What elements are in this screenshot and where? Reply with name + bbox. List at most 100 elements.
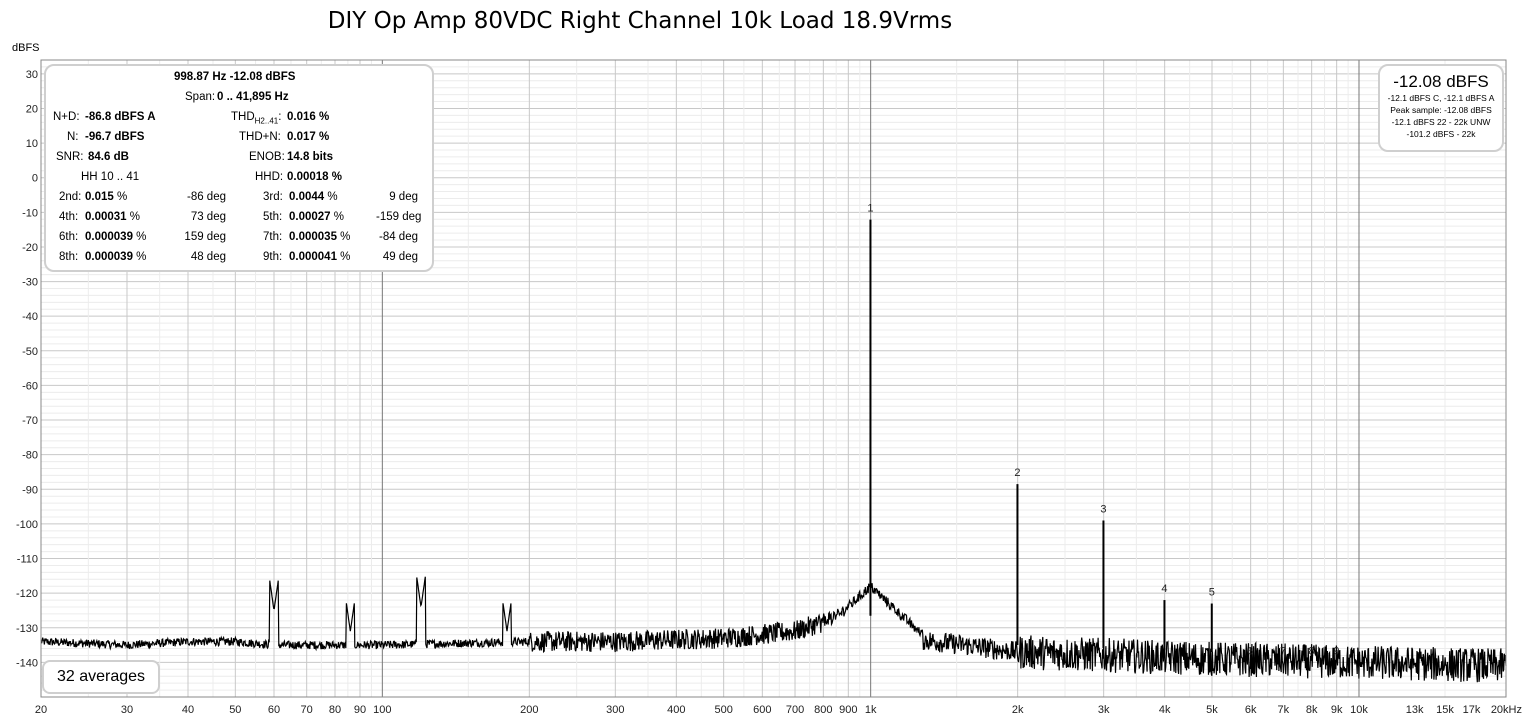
x-tick-label: 300 xyxy=(606,704,624,716)
y-tick-label: -10 xyxy=(22,207,38,219)
harmonic-phase: -84 deg xyxy=(378,231,418,243)
x-tick-label: 80 xyxy=(329,704,341,716)
thdn-label: THD+N: xyxy=(239,131,281,143)
x-tick-label: 800 xyxy=(814,704,832,716)
harmonic-label: 3rd: xyxy=(263,191,283,203)
harmonic-peak-label: 3 xyxy=(1100,503,1106,515)
harmonic-pct: 0.000035 xyxy=(289,231,337,243)
y-tick-label: -120 xyxy=(16,588,38,600)
nd-value: -86.8 dBFS A xyxy=(85,111,156,123)
harmonic-value: 0.0044 % xyxy=(289,191,338,203)
thdn-value: 0.017 % xyxy=(287,131,330,143)
harmonic-peak-label: 8 xyxy=(1308,645,1314,657)
harmonic-phase: -86 deg xyxy=(186,191,226,203)
harmonic-phase: 48 deg xyxy=(190,251,226,263)
level-readout: -12.08 dBFS xyxy=(1393,72,1489,91)
x-axis-ticks: 20 30 40 50 60 70 80 90 100 200 300 400 500 600 700 800… xyxy=(35,704,1522,716)
y-tick-label: -70 xyxy=(22,415,38,427)
harmonic-label: 2nd: xyxy=(59,191,82,203)
averages-badge: 32 averages xyxy=(42,660,160,694)
harmonic-pct: 0.0044 xyxy=(289,191,325,203)
chart-title: DIY Op Amp 80VDC Right Channel 10k Load … xyxy=(327,8,953,34)
harmonic-phase: -159 deg xyxy=(376,211,422,223)
harmonic-label: 8th: xyxy=(59,251,79,263)
harmonic-pct: 0.000039 xyxy=(85,251,133,263)
harmonic-value: 0.000041 % xyxy=(289,251,351,263)
hhd-value: 0.00018 % xyxy=(287,171,342,183)
harmonic-peak-label: 6 xyxy=(1247,645,1253,657)
harmonic-label: 9th: xyxy=(263,251,283,263)
x-tick-label: 9k xyxy=(1331,704,1343,716)
n-label: N: xyxy=(67,131,79,143)
thd-label: THDH2..41: xyxy=(231,111,282,126)
y-tick-label: -80 xyxy=(22,450,38,462)
y-tick-label: -100 xyxy=(16,519,38,531)
x-tick-label: 3k xyxy=(1098,704,1110,716)
x-tick-label: 50 xyxy=(229,704,241,716)
y-tick-label: -60 xyxy=(22,380,38,392)
harmonic-peak-label: 7 xyxy=(1280,645,1286,657)
level-line: -12.1 dBFS C, -12.1 dBFS A xyxy=(1387,93,1495,103)
x-tick-label: 40 xyxy=(182,704,194,716)
y-tick-label: -30 xyxy=(22,277,38,289)
harmonic-value: 0.000035 % xyxy=(289,231,351,243)
x-tick-label: 70 xyxy=(301,704,313,716)
x-tick-label: 1k xyxy=(865,704,877,716)
harmonic-pct: 0.00031 xyxy=(85,211,127,223)
y-tick-label: -130 xyxy=(16,623,38,635)
x-tick-label: 100 xyxy=(373,704,391,716)
hhd-label: HHD: xyxy=(255,171,284,183)
harmonic-peak-label: 9 xyxy=(1333,645,1339,657)
x-tick-label: 17k xyxy=(1463,704,1481,716)
fundamental-readout: 998.87 Hz -12.08 dBFS xyxy=(174,71,296,83)
harmonic-row: 2nd: 0.015 % -86 deg 3rd: 0.0044 % 9 deg xyxy=(46,191,432,209)
x-tick-label: 20 xyxy=(35,704,47,716)
x-tick-label: 13k xyxy=(1406,704,1424,716)
enob-value: 14.8 bits xyxy=(287,151,334,163)
enob-label: ENOB: xyxy=(249,151,285,163)
x-tick-label: 90 xyxy=(354,704,366,716)
span-value: 0 .. 41,895 Hz xyxy=(217,91,289,103)
harmonic-peaks: 1 2 3 4 5 6 7 8 9 xyxy=(867,203,1339,658)
snr-label: SNR: xyxy=(56,151,84,163)
level-panel: -12.08 dBFS -12.1 dBFS C, -12.1 dBFS A P… xyxy=(1378,64,1504,152)
x-tick-label: 30 xyxy=(121,704,133,716)
harmonic-peak-label: 4 xyxy=(1161,583,1167,595)
thd-value: 0.016 % xyxy=(287,111,330,123)
harmonic-row: 4th: 0.00031 % 73 deg 5th: 0.00027 % -159 deg xyxy=(46,211,432,229)
harmonic-row: 8th: 0.000039 % 48 deg 9th: 0.000041 % 49 deg xyxy=(46,251,432,269)
level-line: -101.2 dBFS - 22k xyxy=(1406,129,1476,139)
harmonic-pct: 0.00027 xyxy=(289,211,331,223)
harmonic-phase: 73 deg xyxy=(190,211,226,223)
harmonic-phase: 49 deg xyxy=(382,251,418,263)
y-tick-label: -90 xyxy=(22,484,38,496)
y-tick-label: -140 xyxy=(16,657,38,669)
harmonic-peak-label: 2 xyxy=(1014,467,1020,479)
x-tick-label: 60 xyxy=(268,704,280,716)
hh-label: HH 10 .. 41 xyxy=(81,171,140,183)
harmonic-label: 7th: xyxy=(263,231,283,243)
level-line: Peak sample: -12.08 dBFS xyxy=(1390,105,1492,115)
x-tick-label: 200 xyxy=(520,704,538,716)
y-tick-label: 30 xyxy=(26,69,38,81)
measurement-panel: 998.87 Hz -12.08 dBFS Span: 0 .. 41,895 … xyxy=(44,64,434,272)
x-tick-label: 700 xyxy=(786,704,804,716)
nd-label: N+D: xyxy=(53,111,80,123)
harmonic-value: 0.000039 % xyxy=(85,231,147,243)
x-tick-label: 5k xyxy=(1206,704,1218,716)
y-tick-label: -40 xyxy=(22,311,38,323)
x-tick-label: 400 xyxy=(667,704,685,716)
y-axis-unit: dBFS xyxy=(12,42,40,54)
x-tick-label: 4k xyxy=(1159,704,1171,716)
n-value: -96.7 dBFS xyxy=(85,131,145,143)
snr-value: 84.6 dB xyxy=(88,151,129,163)
level-line: -12.1 dBFS 22 - 22k UNW xyxy=(1391,117,1491,127)
harmonic-value: 0.015 % xyxy=(85,191,128,203)
x-tick-label: 600 xyxy=(753,704,771,716)
x-tick-label: 7k xyxy=(1278,704,1290,716)
y-tick-label: -20 xyxy=(22,242,38,254)
harmonic-label: 5th: xyxy=(263,211,283,223)
x-tick-label: 6k xyxy=(1245,704,1257,716)
harmonic-peak-label: 1 xyxy=(867,203,873,215)
y-tick-label: 10 xyxy=(26,138,38,150)
